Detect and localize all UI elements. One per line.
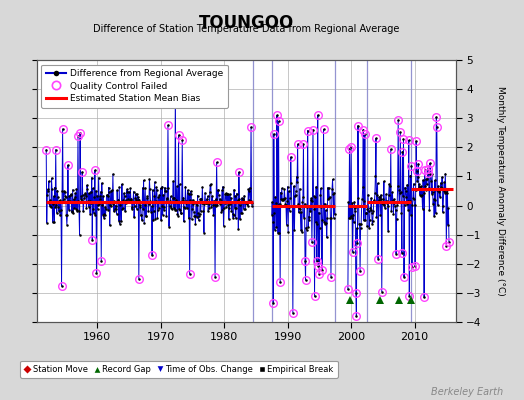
- Legend: Station Move, Record Gap, Time of Obs. Change, Empirical Break: Station Move, Record Gap, Time of Obs. C…: [20, 360, 338, 378]
- Text: Berkeley Earth: Berkeley Earth: [431, 387, 503, 397]
- Y-axis label: Monthly Temperature Anomaly Difference (°C): Monthly Temperature Anomaly Difference (…: [496, 86, 505, 296]
- Text: Difference of Station Temperature Data from Regional Average: Difference of Station Temperature Data f…: [93, 24, 399, 34]
- Legend: Difference from Regional Average, Quality Control Failed, Estimated Station Mean: Difference from Regional Average, Qualit…: [41, 64, 228, 108]
- Text: TOUNGOO: TOUNGOO: [199, 14, 294, 32]
